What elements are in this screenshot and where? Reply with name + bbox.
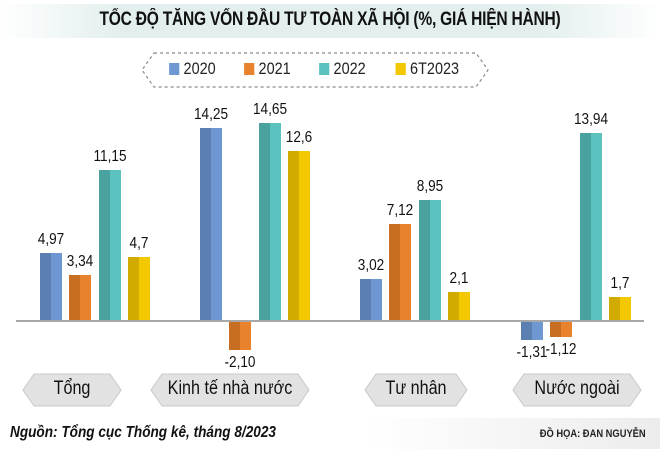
- legend-item-2021: 2021: [244, 59, 291, 79]
- legend-label: 2021: [258, 59, 291, 78]
- value-label: 4,97: [37, 231, 65, 249]
- swatch-2020: [169, 63, 180, 75]
- value-label: 13,94: [573, 110, 609, 128]
- legend-label: 6T2023: [409, 59, 459, 78]
- bar-6t2023-2: [448, 291, 470, 320]
- category-label: Tư nhân: [385, 378, 447, 399]
- value-label: 7,12: [386, 202, 414, 220]
- value-label: 14,65: [252, 100, 288, 118]
- value-label: 3,34: [66, 253, 94, 271]
- bar-2020-2: [360, 279, 382, 320]
- bar-2022-0: [99, 170, 121, 320]
- footer-band: [0, 418, 660, 449]
- value-label: 11,15: [93, 148, 127, 166]
- bar-2021-3: [550, 322, 572, 338]
- value-label: 12,6: [285, 128, 313, 146]
- graphic-credit: ĐỒ HỌA: ĐAN NGUYỄN: [540, 428, 646, 440]
- bar-6t2023-1: [288, 150, 310, 320]
- legend-item-2022: 2022: [319, 59, 366, 79]
- swatch-2022: [319, 63, 330, 75]
- value-label: -1,12: [545, 341, 577, 359]
- category-label: Nước ngoài: [534, 378, 620, 399]
- legend-item-6t2023: 6T2023: [395, 59, 459, 79]
- category-nuoc-ngoai: Nước ngoài: [512, 373, 642, 407]
- value-label: 14,25: [193, 106, 229, 124]
- category-label: Tổng: [53, 378, 91, 399]
- title-band: [0, 4, 660, 38]
- value-label: 2,1: [449, 269, 469, 287]
- swatch-2021: [244, 63, 255, 75]
- bar-2022-2: [419, 199, 441, 320]
- legend: 2020 2021 2022 6T2023: [140, 51, 490, 89]
- legend-item-2020: 2020: [169, 59, 217, 79]
- value-label: 8,95: [416, 177, 444, 195]
- swatch-6t2023: [395, 63, 406, 75]
- bar-6t2023-3: [609, 297, 631, 320]
- value-label: -2,10: [224, 354, 256, 372]
- value-label: 4,7: [129, 234, 149, 252]
- bar-2021-2: [389, 224, 411, 320]
- chart-title: TỐC ĐỘ TĂNG VỐN ĐẦU TƯ TOÀN XÃ HỘI (%, G…: [99, 9, 561, 30]
- bar-2022-3: [580, 132, 602, 320]
- category-kinh-te-nha-nuoc: Kinh tế nhà nước: [150, 373, 310, 407]
- bar-6t2023-0: [128, 256, 150, 320]
- bar-2021-0: [69, 275, 91, 320]
- bar-2020-0: [40, 253, 62, 320]
- bar-2022-1: [259, 122, 281, 320]
- legend-label: 2022: [333, 59, 366, 78]
- category-tong: Tổng: [22, 373, 122, 407]
- source-note: Nguồn: Tổng cục Thống kê, tháng 8/2023: [10, 424, 276, 441]
- category-label: Kinh tế nhà nước: [167, 378, 293, 399]
- legend-label: 2020: [183, 59, 217, 78]
- zero-axis: [16, 320, 644, 322]
- bar-2021-1: [229, 322, 251, 351]
- category-tu-nhan: Tư nhân: [364, 373, 468, 407]
- value-label: 1,7: [610, 275, 630, 293]
- value-label: 3,02: [357, 257, 385, 275]
- bar-2020-3: [521, 322, 543, 340]
- bar-2020-1: [200, 128, 222, 320]
- value-label: -1,31: [516, 343, 548, 361]
